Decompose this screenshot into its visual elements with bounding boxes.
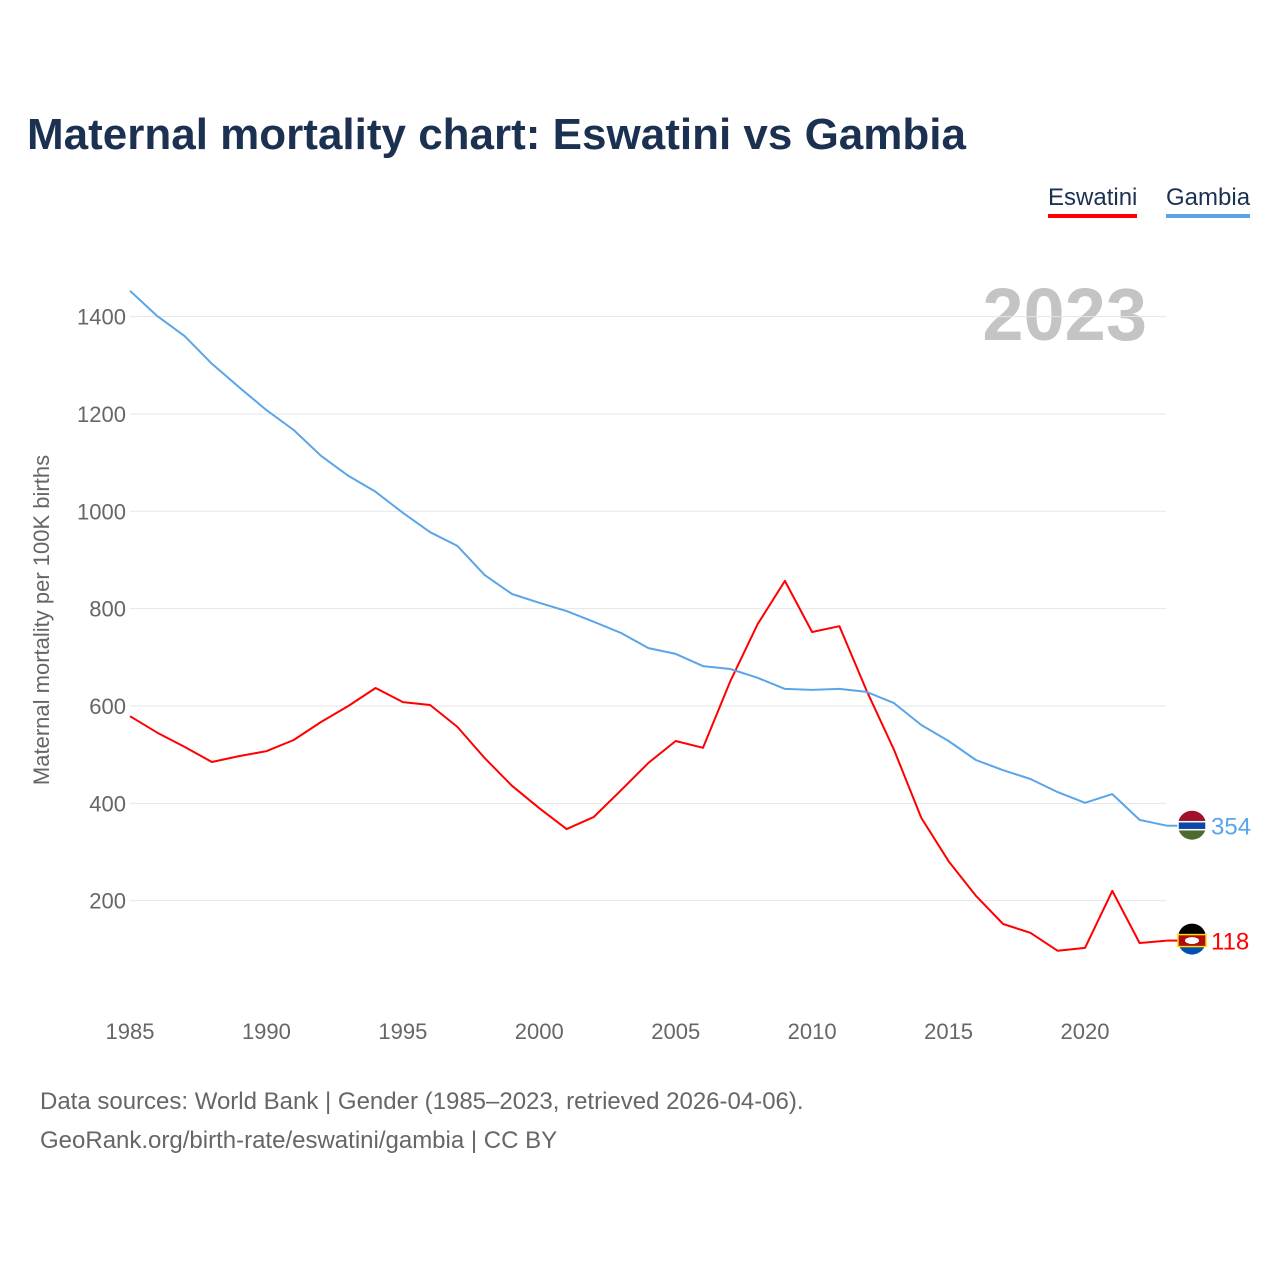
footer-credit: GeoRank.org/birth-rate/eswatini/gambia |…	[40, 1127, 558, 1154]
eswatini-shield	[1185, 937, 1199, 945]
y-tick-label: 400	[89, 791, 126, 816]
x-tick-label: 2020	[1061, 1019, 1110, 1044]
y-tick-label: 1200	[77, 402, 126, 427]
y-tick-label: 800	[89, 597, 126, 622]
gambia-flag-blue	[1177, 820, 1207, 831]
x-tick-label: 2000	[515, 1019, 564, 1044]
y-tick-label: 200	[89, 889, 126, 914]
y-tick-label: 1000	[77, 499, 126, 524]
x-tick-label: 2010	[788, 1019, 837, 1044]
y-tick-label: 1400	[77, 305, 126, 330]
series-line-eswatini	[129, 579, 1167, 952]
y-tick-label: 600	[89, 694, 126, 719]
x-tick-label: 1985	[106, 1019, 155, 1044]
chart-title: Maternal mortality chart: Eswatini vs Ga…	[27, 110, 966, 159]
legend-gambia[interactable]: Gambia	[1166, 184, 1251, 218]
x-tick-label: 2005	[651, 1019, 700, 1044]
end-value-label-eswatini: 118	[1211, 929, 1249, 956]
x-tick-label: 1990	[242, 1019, 291, 1044]
x-tick-label: 2015	[924, 1019, 973, 1044]
footer-sources: Data sources: World Bank | Gender (1985–…	[40, 1088, 804, 1115]
legend-eswatini[interactable]: Eswatini	[1048, 184, 1138, 218]
end-value-label-gambia: 354	[1211, 814, 1251, 841]
year-watermark: 2023	[982, 273, 1147, 356]
x-tick-label: 1995	[378, 1019, 427, 1044]
series-line-gambia	[129, 290, 1168, 827]
